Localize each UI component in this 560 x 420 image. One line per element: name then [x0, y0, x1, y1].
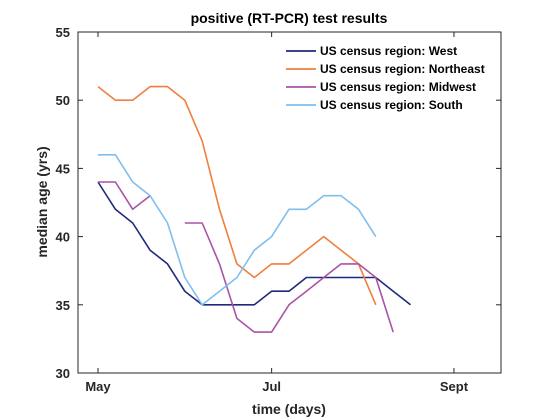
- legend-label: US census region: West: [320, 44, 457, 58]
- series-lines: [98, 87, 411, 333]
- y-tick-label: 30: [56, 366, 70, 381]
- series-line-4: [98, 155, 376, 305]
- y-tick-label: 55: [56, 25, 70, 40]
- y-axis-title: median age (yrs): [34, 146, 50, 257]
- x-axis-title: time (days): [252, 401, 326, 417]
- y-tick-label: 45: [56, 161, 70, 176]
- y-axis: 30 35 40 45 50 55: [56, 25, 501, 381]
- legend-label: US census region: Northeast: [320, 62, 485, 76]
- x-tick-label: Sept: [440, 379, 469, 394]
- x-tick-label: Jul: [262, 379, 281, 394]
- legend: US census region: West US census region: …: [286, 44, 485, 112]
- legend-label: US census region: Midwest: [320, 80, 476, 94]
- chart-title: positive (RT-PCR) test results: [191, 10, 388, 26]
- y-tick-label: 35: [56, 298, 70, 313]
- y-tick-label: 40: [56, 230, 70, 245]
- y-tick-label: 50: [56, 93, 70, 108]
- x-tick-label: May: [85, 379, 111, 394]
- legend-label: US census region: South: [320, 98, 463, 112]
